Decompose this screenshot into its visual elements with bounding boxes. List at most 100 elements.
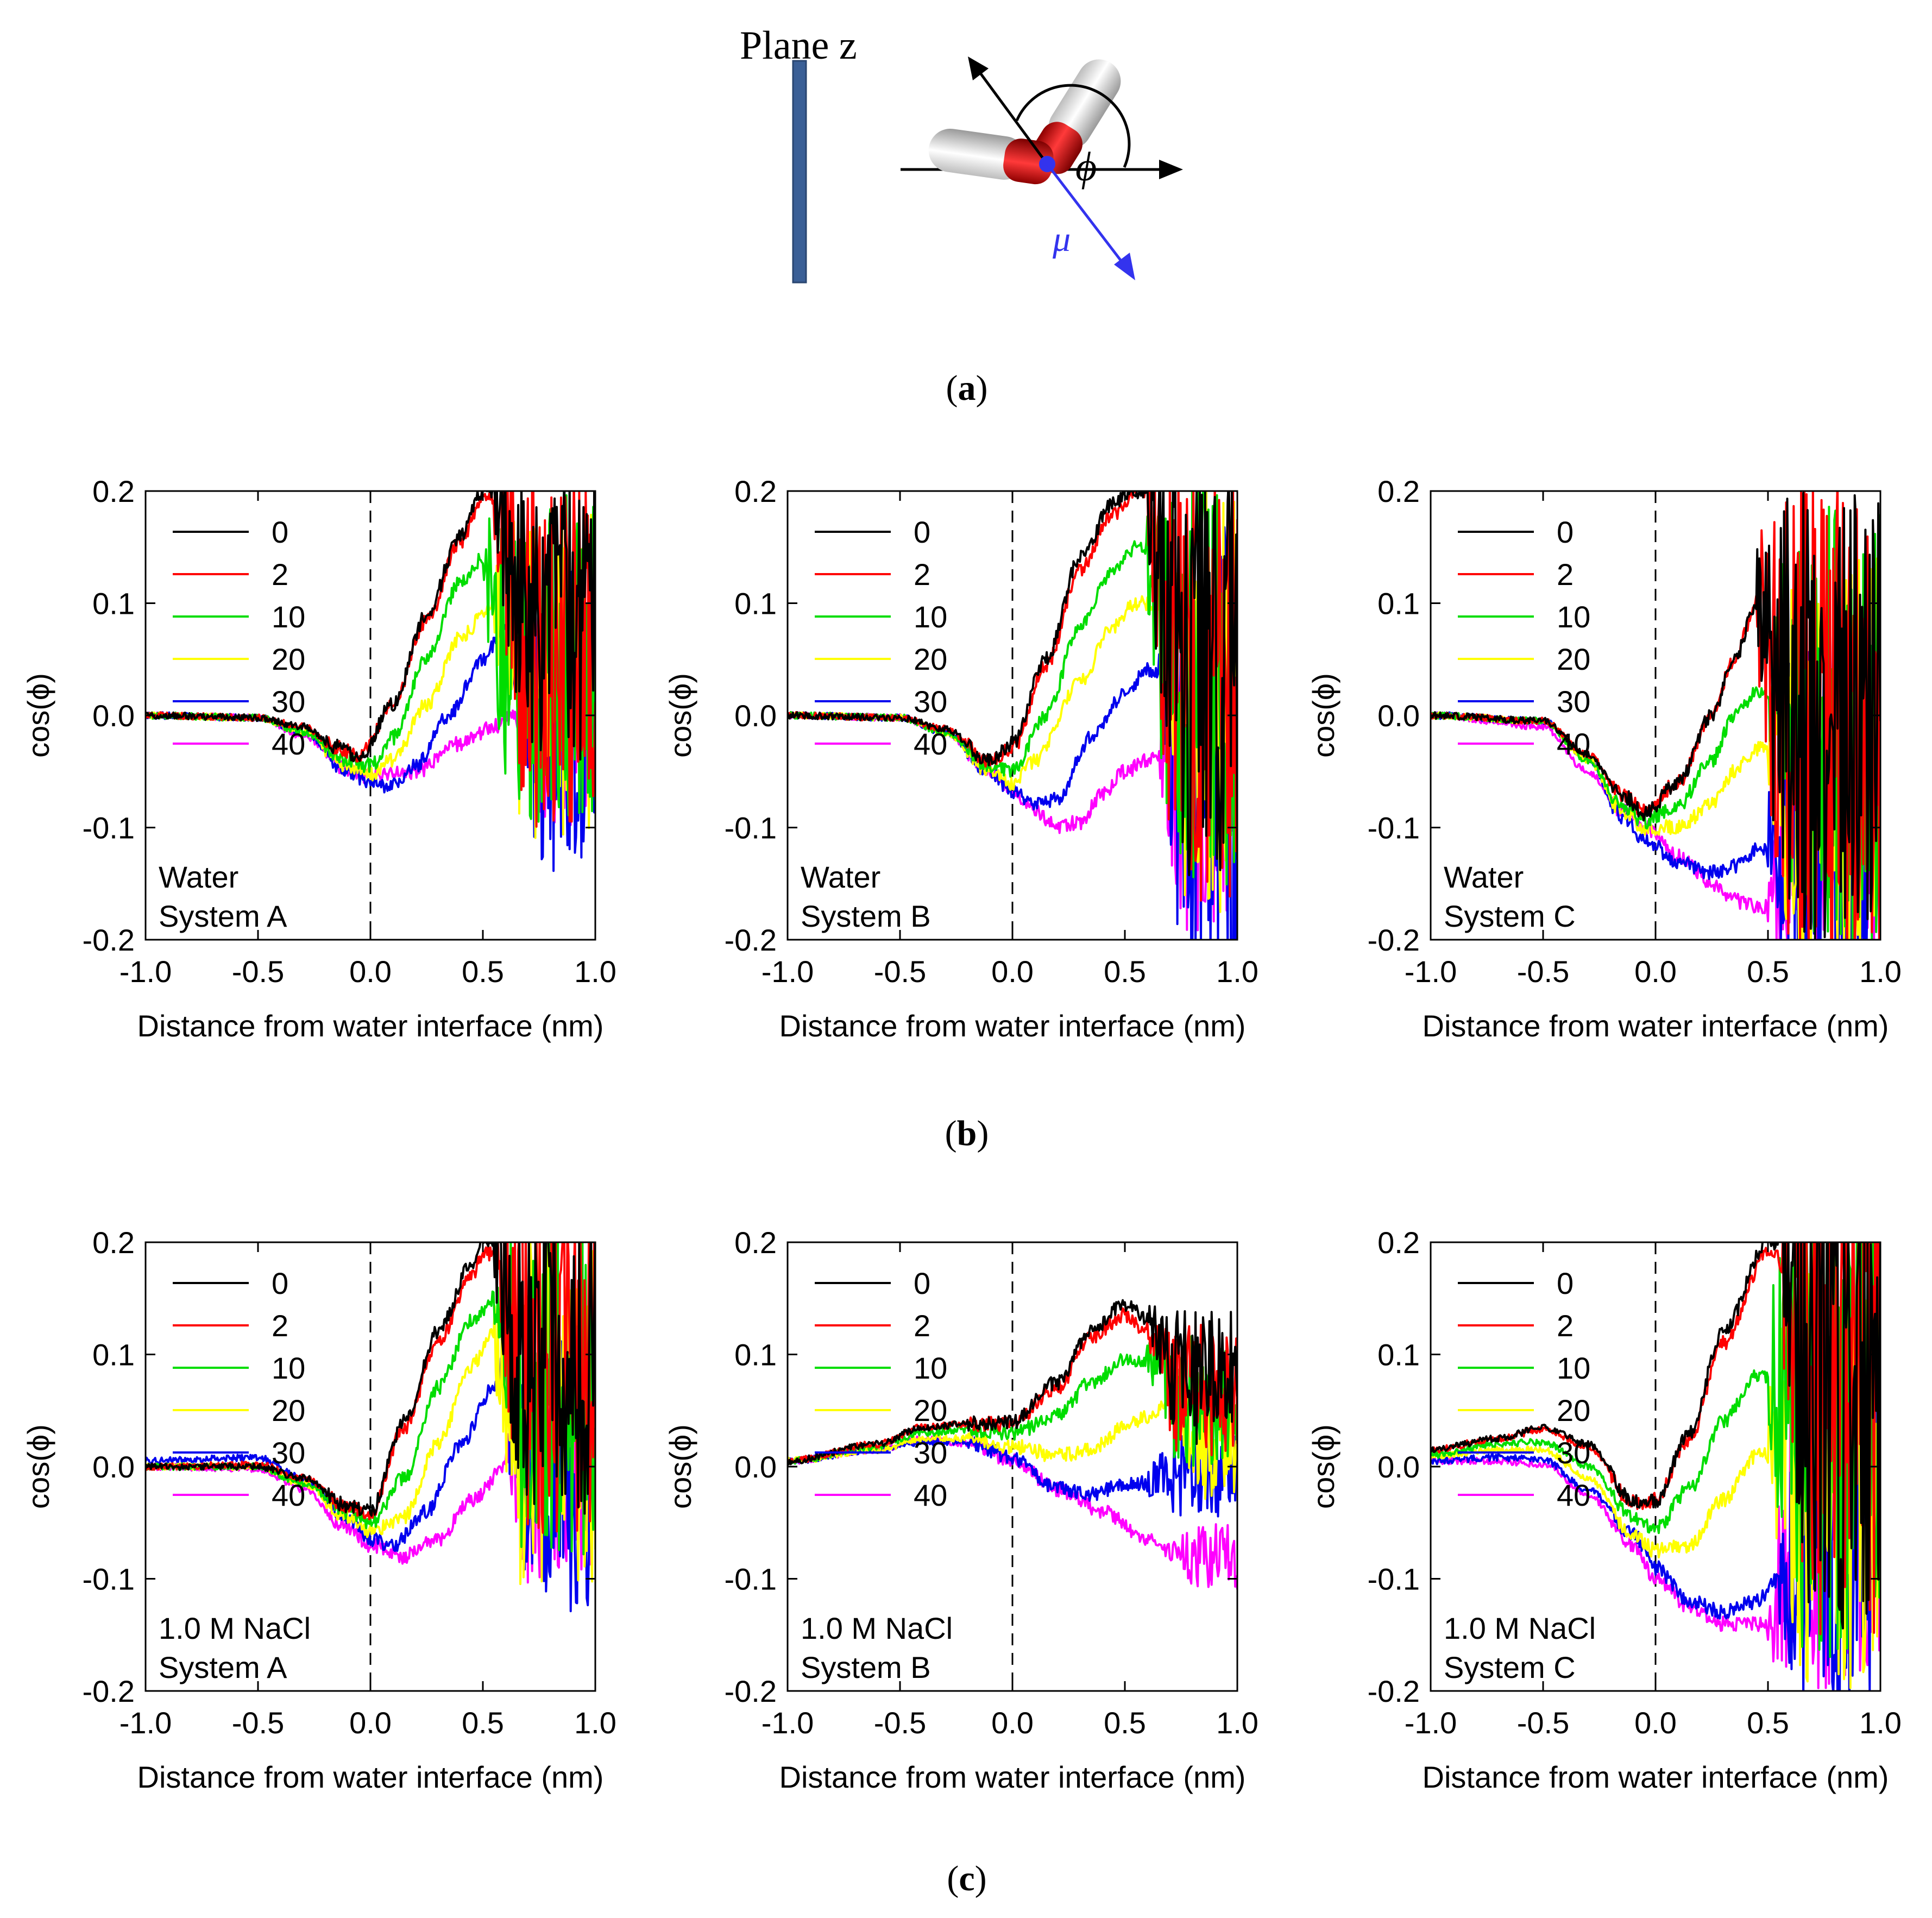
x-tick-label: 0.0 [349, 1706, 392, 1740]
angle-arc [1015, 84, 1131, 168]
legend-label-40: 40 [914, 727, 947, 761]
oxygen-lower [1003, 139, 1054, 185]
x-tick-label: -1.0 [1405, 1706, 1457, 1740]
x-tick-label: 1.0 [1859, 954, 1902, 989]
legend-label-0: 0 [1557, 1266, 1574, 1300]
x-tick-label: -0.5 [874, 1706, 927, 1740]
legend-label-30: 30 [272, 684, 305, 719]
y-tick-label: 0.2 [734, 1225, 777, 1260]
y-tick-label: -0.1 [725, 811, 777, 845]
y-tick-label: -0.2 [1368, 923, 1420, 957]
plane-z-bar [792, 60, 807, 284]
y-tick-label: -0.1 [83, 811, 135, 845]
annotation-line-1: 1.0 M NaCl [801, 1611, 953, 1645]
chart-nacl-system-c: -1.0 -0.5 0.0 0.5 1.0 0.2 0.1 0.0 -0.1 -0.2 Distan… [1306, 1225, 1902, 1794]
legend-label-2: 2 [272, 557, 288, 592]
y-tick-label: 0.1 [1377, 1338, 1420, 1372]
y-tick-label: 0.1 [734, 587, 777, 621]
legend-label-40: 40 [272, 727, 305, 761]
x-tick-label: 0.5 [1747, 954, 1789, 989]
series-group [1431, 491, 1880, 940]
y-tick-label: 0.1 [1377, 587, 1420, 621]
x-tick-label: -1.0 [762, 954, 814, 989]
y-tick-label: -0.2 [1368, 1674, 1420, 1708]
series-line-10 [1431, 1242, 1880, 1658]
legend-label-2: 2 [914, 557, 930, 592]
water-molecule [928, 59, 1121, 185]
y-tick-label: -0.2 [725, 923, 777, 957]
legend-label-10: 10 [914, 1351, 947, 1385]
x-tick-label: 0.0 [991, 1706, 1034, 1740]
x-axis-label: Distance from water interface (nm) [1423, 1760, 1889, 1794]
x-tick-label: 1.0 [574, 1706, 616, 1740]
x-tick-label: 1.0 [1859, 1706, 1902, 1740]
series-group [146, 1242, 595, 1613]
series-group [788, 491, 1237, 940]
series-line-0 [1431, 1242, 1880, 1630]
legend-label-20: 20 [1557, 642, 1590, 676]
legend-label-10: 10 [1557, 600, 1590, 634]
series-line-0 [146, 491, 595, 763]
y-axis-label: cos(ϕ) [663, 673, 697, 758]
panel-label-a: (a) [946, 368, 988, 408]
y-tick-label: 0.2 [1377, 1225, 1420, 1260]
x-tick-label: 0.5 [1104, 954, 1146, 989]
x-tick-label: -1.0 [762, 1706, 814, 1740]
annotation-line-2: System B [801, 1650, 931, 1684]
y-tick-label: -0.1 [83, 1562, 135, 1596]
legend-label-40: 40 [1557, 727, 1590, 761]
y-axis-label: cos(ϕ) [21, 1424, 55, 1509]
hydrogen-lower [928, 128, 1026, 180]
y-axis-label: cos(ϕ) [1306, 1424, 1341, 1509]
orientation-diagram: Plane z [740, 23, 1183, 284]
y-tick-label: -0.1 [1368, 1562, 1420, 1596]
x-tick-label: -1.0 [1405, 954, 1457, 989]
y-tick-label: 0.2 [92, 1225, 135, 1260]
legend-label-2: 2 [914, 1309, 930, 1343]
x-tick-label: 0.0 [1634, 1706, 1677, 1740]
mu-symbol: μ [1052, 219, 1071, 259]
legend-label-30: 30 [1557, 684, 1590, 719]
y-tick-label: 0.2 [1377, 474, 1420, 508]
x-tick-label: -1.0 [119, 1706, 172, 1740]
series-line-0 [146, 1242, 595, 1517]
legend-label-2: 2 [1557, 1309, 1574, 1343]
series-group [146, 491, 595, 872]
y-axis-label: cos(ϕ) [1306, 673, 1341, 758]
x-tick-label: -0.5 [874, 954, 927, 989]
legend-label-2: 2 [1557, 557, 1574, 592]
y-tick-label: -0.1 [725, 1562, 777, 1596]
annotation-line-1: Water [1444, 860, 1524, 894]
dipole-arrow-line [1046, 163, 1125, 266]
annotation-line-1: Water [159, 860, 238, 894]
x-axis-label: Distance from water interface (nm) [1423, 1009, 1889, 1043]
y-tick-label: -0.2 [725, 1674, 777, 1708]
legend-label-20: 20 [914, 642, 947, 676]
chart-water-system-a: -1.0 -0.5 0.0 0.5 1.0 0.2 0.1 0.0 -0.1 -0.2 Distan… [21, 474, 616, 1043]
legend-label-10: 10 [272, 1351, 305, 1385]
x-axis-label: Distance from water interface (nm) [779, 1760, 1246, 1794]
y-tick-label: 0.0 [734, 699, 777, 733]
chart-nacl-system-b: -1.0 -0.5 0.0 0.5 1.0 0.2 0.1 0.0 -0.1 -0.2 Distan… [663, 1225, 1258, 1794]
legend-label-0: 0 [1557, 515, 1574, 549]
legend-label-0: 0 [272, 515, 288, 549]
x-tick-label: 0.0 [991, 954, 1034, 989]
x-tick-label: 0.0 [349, 954, 392, 989]
series-line-0 [788, 491, 1237, 877]
panel-label-c: (c) [947, 1859, 986, 1898]
series-group [788, 1299, 1237, 1590]
y-tick-label: 0.0 [1377, 699, 1420, 733]
bisector-arrow-line [976, 68, 1049, 165]
y-axis-label: cos(ϕ) [663, 1424, 697, 1509]
x-tick-label: -0.5 [1517, 1706, 1570, 1740]
series-line-0 [1431, 492, 1880, 940]
x-tick-label: 1.0 [574, 954, 616, 989]
chart-nacl-system-a: -1.0 -0.5 0.0 0.5 1.0 0.2 0.1 0.0 -0.1 -0.2 Distan… [21, 1225, 616, 1794]
x-axis-label: Distance from water interface (nm) [137, 1009, 604, 1043]
bisector-arrowhead [968, 56, 989, 80]
legend-label-10: 10 [272, 600, 305, 634]
x-tick-label: -0.5 [232, 954, 285, 989]
legend-label-30: 30 [914, 1436, 947, 1470]
annotation-line-2: System A [159, 1650, 287, 1684]
legend-label-40: 40 [272, 1478, 305, 1512]
